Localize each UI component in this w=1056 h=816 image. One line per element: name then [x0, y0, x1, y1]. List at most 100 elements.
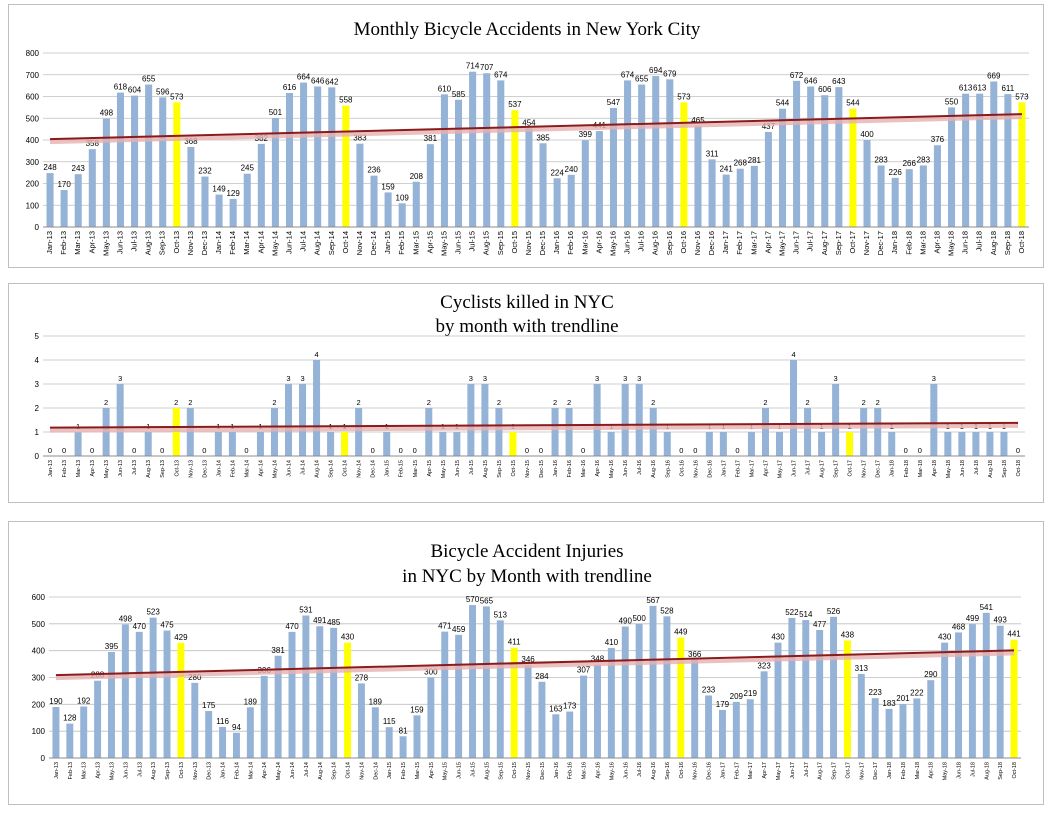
x-tick-label: Oct-18: [1017, 231, 1026, 254]
bar: [986, 432, 994, 456]
x-tick-label: Apr-18: [929, 762, 935, 779]
data-label: 618: [114, 83, 128, 92]
bar: [899, 704, 907, 758]
x-tick-label: Jun-15: [455, 460, 461, 477]
y-tick-label: 500: [32, 620, 46, 629]
bar: [467, 384, 475, 456]
bar: [215, 194, 223, 227]
bar: [635, 384, 643, 456]
bar: [341, 432, 349, 456]
bar: [972, 432, 980, 456]
y-tick-label: 5: [35, 332, 40, 341]
bar: [469, 71, 477, 227]
data-label: 565: [480, 596, 494, 605]
data-label: 400: [860, 130, 874, 139]
data-label: 2: [272, 398, 276, 407]
x-tick-label: Jan-18: [890, 231, 899, 254]
data-label: 226: [889, 168, 903, 177]
bar: [774, 642, 782, 758]
data-label: 2: [174, 398, 178, 407]
data-label: 514: [799, 610, 813, 619]
data-label: 0: [132, 446, 136, 455]
x-tick-label: Feb-13: [68, 762, 74, 779]
chart-title-line: Cyclists killed in NYC: [440, 292, 614, 313]
data-label: 3: [118, 374, 122, 383]
x-tick-label: Mar-13: [82, 762, 88, 779]
bar: [807, 86, 815, 228]
bar: [285, 93, 294, 228]
bar: [624, 80, 632, 227]
x-tick-label: Sep-18: [1002, 460, 1008, 478]
y-tick-label: 4: [35, 356, 40, 365]
bar: [905, 169, 913, 227]
x-tick-label: Sep-17: [834, 231, 843, 255]
data-label: 470: [285, 622, 299, 631]
x-tick-label: Sep-13: [160, 460, 166, 478]
trendline-shadow: [50, 423, 1018, 433]
x-tick-label: Aug-17: [818, 762, 824, 780]
bar: [344, 642, 352, 758]
x-tick-label: Mar-13: [76, 460, 82, 477]
data-label: 596: [156, 87, 170, 96]
bar: [131, 95, 139, 227]
data-label: 544: [776, 99, 790, 108]
x-tick-label: Dec-17: [876, 460, 882, 478]
x-tick-label: Aug-17: [820, 231, 829, 255]
data-label: 522: [785, 608, 799, 617]
data-label: 410: [605, 638, 619, 647]
data-label: 381: [424, 134, 438, 143]
bar: [919, 165, 927, 227]
bar: [145, 84, 153, 227]
x-tick-label: Feb-16: [567, 460, 573, 477]
data-label: 470: [133, 622, 147, 631]
bar: [594, 664, 601, 758]
x-tick-label: Jun-17: [790, 762, 796, 779]
bar: [214, 432, 222, 456]
bar: [483, 73, 491, 227]
bar: [677, 637, 685, 758]
data-label: 128: [63, 714, 77, 723]
x-tick-label: Apr-17: [763, 231, 772, 254]
x-tick-label: Aug-18: [988, 460, 994, 478]
data-label: 642: [325, 77, 339, 86]
x-tick-label: Oct-17: [845, 762, 851, 779]
bar: [933, 145, 941, 227]
x-tick-label: Aug-18: [984, 762, 990, 780]
bar: [313, 360, 321, 456]
data-label: 490: [619, 617, 633, 626]
bar: [832, 384, 840, 456]
data-label: 2: [357, 398, 361, 407]
x-tick-label: Aug-14: [313, 231, 322, 255]
x-tick-label: Jul-13: [137, 762, 143, 777]
data-label: 0: [525, 446, 529, 455]
bar: [551, 408, 559, 456]
data-label: 664: [297, 73, 311, 82]
x-tick-label: Apr-17: [762, 762, 768, 779]
data-label: 116: [216, 717, 229, 726]
x-tick-label: Mar-17: [749, 231, 758, 255]
y-tick-label: 0: [35, 452, 40, 461]
bar: [356, 143, 364, 227]
x-tick-label: Jun-13: [115, 231, 124, 254]
data-label: 222: [910, 688, 924, 697]
x-tick-label: Jul-17: [804, 762, 810, 777]
x-tick-label: Feb-16: [566, 231, 575, 255]
x-tick-label: Apr-18: [932, 231, 941, 254]
x-tick-label: Jul-16: [637, 460, 643, 475]
data-label: 3: [286, 374, 290, 383]
data-label: 501: [269, 108, 283, 117]
data-label: 376: [931, 135, 945, 144]
data-label: 610: [438, 84, 452, 93]
y-tick-label: 200: [32, 700, 46, 709]
data-label: 531: [299, 606, 313, 615]
data-label: 300: [424, 668, 438, 677]
data-label: 2: [862, 398, 866, 407]
data-label: 223: [869, 688, 883, 697]
x-tick-label: Apr-15: [427, 460, 433, 477]
y-tick-label: 700: [26, 71, 40, 80]
x-tick-label: Dec-17: [876, 231, 885, 255]
data-label: 573: [170, 92, 184, 101]
bar: [750, 165, 758, 227]
x-tick-label: Jul-17: [806, 231, 815, 251]
data-label: 189: [244, 697, 258, 706]
